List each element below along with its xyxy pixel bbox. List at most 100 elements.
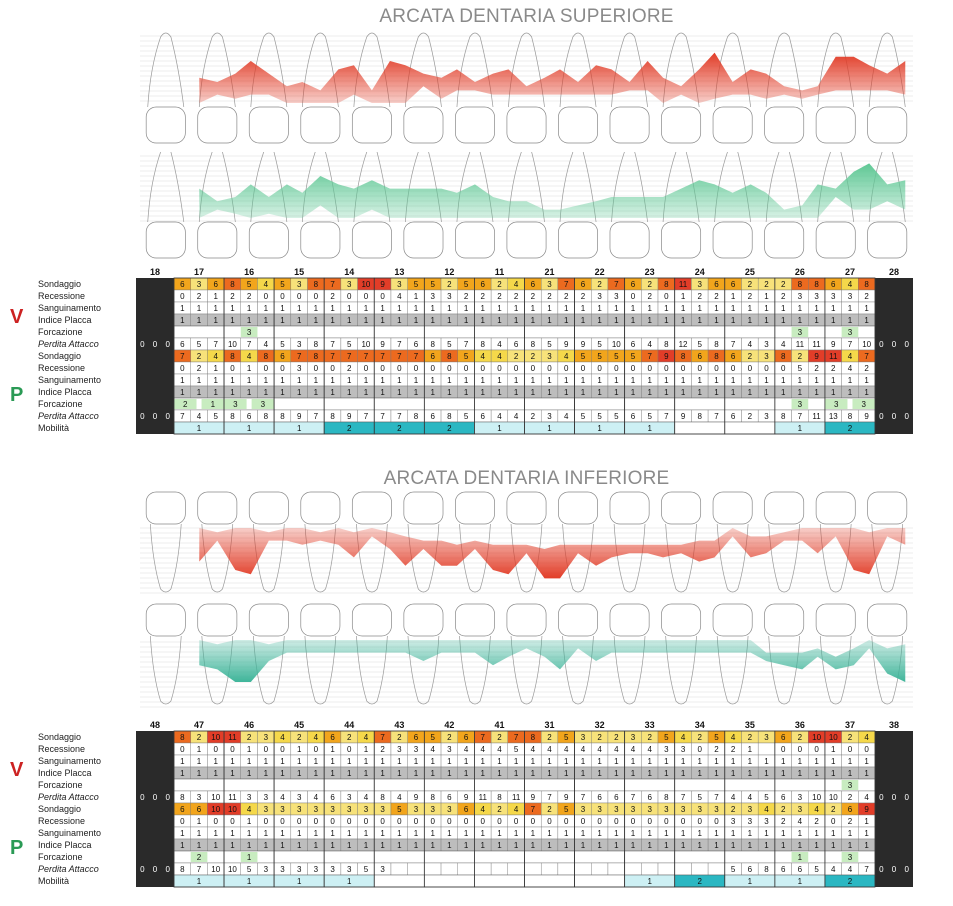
cell-value: 3 <box>297 340 302 349</box>
cell-value: 2 <box>781 280 786 289</box>
cell-value: 1 <box>864 757 869 766</box>
furcation-mark <box>841 780 859 790</box>
furcation-value: 2 <box>197 853 202 862</box>
cell-value: 5 <box>647 412 652 421</box>
cell-value: 10 <box>812 793 821 802</box>
cell-value: 2 <box>531 292 536 301</box>
cell-value: 2 <box>197 352 202 361</box>
cell-value: 1 <box>848 304 853 313</box>
cell-value: 1 <box>781 757 786 766</box>
cell-value: 1 <box>564 829 569 838</box>
cell-value: 10 <box>361 340 370 349</box>
cell-value: 6 <box>781 793 786 802</box>
tooth-crown-outline <box>197 221 238 259</box>
cell-value: 1 <box>614 757 619 766</box>
cell-value: 3 <box>430 292 435 301</box>
cell-value: 3 <box>798 793 803 802</box>
furcation-cell <box>624 850 675 864</box>
cell-value: 8 <box>798 280 803 289</box>
cell-value: 4 <box>564 412 569 421</box>
cell-value: 1 <box>264 304 269 313</box>
cell-value: 1 <box>430 376 435 385</box>
cell-value: 1 <box>631 376 636 385</box>
cell-value: 3 <box>397 745 402 754</box>
cell-value: 1 <box>397 316 402 325</box>
tooth-root-outline <box>356 635 388 705</box>
cell-value: 5 <box>364 865 369 874</box>
furcation-cell <box>724 325 776 339</box>
cell-value: 2 <box>597 280 602 289</box>
cell-value: 0 <box>647 364 652 373</box>
cell-value: 1 <box>531 316 536 325</box>
cell-value: 1 <box>547 757 552 766</box>
cell-value: 2 <box>714 292 719 301</box>
cell-value: 1 <box>581 316 586 325</box>
missing-value: 0 <box>879 340 884 349</box>
cell-value: 3 <box>197 280 202 289</box>
cell-value: 1 <box>564 376 569 385</box>
cell-value: 11 <box>812 340 821 349</box>
cell-value: 0 <box>831 817 836 826</box>
cell-value: 2 <box>814 364 819 373</box>
cell-value: 1 <box>314 841 319 850</box>
cell-value: 1 <box>197 745 202 754</box>
cell-value: 7 <box>714 412 719 421</box>
cell-value: 3 <box>364 805 369 814</box>
cell-value: 4 <box>681 733 686 742</box>
cell-value: 1 <box>864 817 869 826</box>
cell-value: 6 <box>731 352 736 361</box>
furcation-mark <box>174 399 197 409</box>
upper-palatal-chart <box>140 152 913 262</box>
tooth-number: 35 <box>745 720 755 730</box>
cell-value: 1 <box>364 316 369 325</box>
cell-value: 10 <box>228 805 237 814</box>
cell <box>641 862 659 876</box>
missing-tooth-column <box>875 278 913 434</box>
cell-value: 2 <box>297 733 302 742</box>
cell-value: 1 <box>264 769 269 778</box>
furcation-cell <box>424 397 475 411</box>
cell-value: 6 <box>631 340 636 349</box>
cell-value: 3 <box>264 733 269 742</box>
cell-value: 1 <box>397 388 402 397</box>
row-label: Forcazione <box>38 399 83 409</box>
tooth-crown-outline <box>712 603 753 637</box>
palatal-label: P <box>10 384 24 406</box>
cell <box>557 862 575 876</box>
cell-value: 3 <box>698 280 703 289</box>
cell-value: 5 <box>597 352 602 361</box>
lower-vestibular-profile <box>140 491 913 594</box>
cell-value: 1 <box>681 388 686 397</box>
cell-value: 5 <box>280 280 285 289</box>
row-label: Sondaggio <box>38 279 82 289</box>
cell-value: 0 <box>547 817 552 826</box>
cell-value: 1 <box>547 304 552 313</box>
cell-value: 7 <box>330 340 335 349</box>
cell-value: 4 <box>497 340 502 349</box>
furcation-cell <box>424 325 475 339</box>
tooth-number: 24 <box>695 267 705 277</box>
row-label: Perdita Attacco <box>38 864 99 874</box>
cell-value: 7 <box>514 733 519 742</box>
furcation-cell <box>774 778 826 792</box>
cell-value: 0 <box>698 745 703 754</box>
cell-value: 1 <box>798 769 803 778</box>
cell-value: 1 <box>848 829 853 838</box>
cell-value: 10 <box>612 340 621 349</box>
cell-value: 0 <box>464 817 469 826</box>
cell-value: 4 <box>197 412 202 421</box>
cell-value: 4 <box>647 340 652 349</box>
cell-value: 8 <box>230 352 235 361</box>
cell-value: 6 <box>447 793 452 802</box>
cell-value: 7 <box>247 340 252 349</box>
cell-value: 1 <box>213 769 218 778</box>
cell-value: 6 <box>464 733 469 742</box>
mobility-value: 2 <box>848 877 853 886</box>
cell-value: 3 <box>614 805 619 814</box>
cell-value: 1 <box>314 316 319 325</box>
tooth-root-outline <box>613 635 646 705</box>
cell-value: 1 <box>731 757 736 766</box>
mobility-cell <box>424 874 475 888</box>
cell-value: 1 <box>781 376 786 385</box>
cell-value: 6 <box>514 340 519 349</box>
